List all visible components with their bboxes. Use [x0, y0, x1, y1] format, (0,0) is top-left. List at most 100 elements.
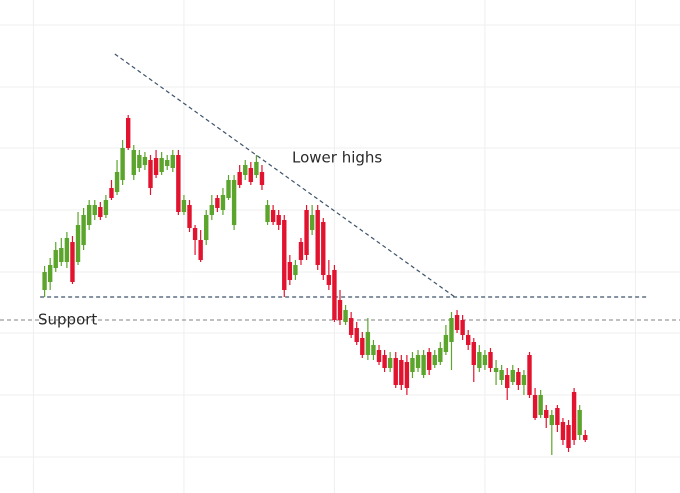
candle-body: [47, 265, 53, 282]
candle-body: [566, 425, 571, 448]
candle-body: [326, 275, 332, 285]
candle-body: [209, 205, 215, 215]
candle-body: [471, 342, 476, 365]
candle-body: [59, 248, 64, 262]
candle-body: [125, 118, 131, 148]
candle-body: [192, 228, 198, 240]
candle-body: [499, 370, 504, 380]
candle-body: [265, 205, 270, 222]
candle-body: [259, 172, 265, 185]
candle-body: [109, 188, 114, 198]
candle-body: [243, 165, 248, 175]
candle-body: [505, 375, 510, 388]
candle-body: [538, 395, 543, 415]
candle-body: [465, 335, 471, 345]
candle-body: [293, 265, 298, 275]
candle-body: [103, 200, 109, 215]
candle-body: [120, 148, 125, 180]
candle-body: [215, 198, 220, 208]
candle-body: [98, 207, 103, 217]
candle-body: [544, 410, 549, 418]
candle-body: [521, 375, 527, 385]
candle-body: [315, 210, 320, 265]
candle-body: [276, 215, 281, 225]
candle-body: [354, 328, 359, 342]
candle-body: [142, 157, 148, 165]
candle-body: [488, 352, 493, 368]
candle-body: [415, 355, 421, 368]
candle-body: [92, 205, 97, 215]
candle-body: [304, 210, 309, 255]
candle-body: [365, 332, 371, 355]
candle-body: [332, 270, 337, 320]
candle-body: [53, 250, 58, 268]
candle-body: [454, 315, 460, 330]
candle-body: [527, 355, 532, 395]
candle-body: [114, 172, 120, 192]
candle-body: [187, 205, 192, 228]
candle-body: [432, 355, 437, 365]
candle-body: [64, 238, 70, 262]
candle-body: [254, 162, 259, 175]
candle-body: [198, 240, 203, 260]
candle-body: [583, 435, 588, 440]
candle-body: [387, 358, 393, 368]
candle-body: [86, 205, 92, 225]
candle-body: [282, 220, 287, 290]
candle-body: [510, 370, 515, 382]
candle-body: [348, 318, 354, 335]
candle-body: [226, 180, 231, 198]
candle-body: [176, 155, 181, 212]
candle-body: [237, 172, 242, 185]
candle-body: [81, 215, 86, 245]
candle-body: [70, 242, 75, 282]
candle-body: [493, 368, 499, 372]
candle-body: [571, 392, 577, 440]
candle-body: [482, 355, 488, 365]
candle-body: [399, 360, 404, 385]
candle-body: [165, 160, 170, 166]
candle-body: [549, 415, 555, 425]
candle-body: [477, 352, 482, 368]
candle-body: [410, 358, 415, 372]
candle-body: [555, 408, 560, 425]
candle-body: [421, 355, 426, 375]
candle-body: [393, 358, 398, 385]
candle-body: [532, 395, 538, 418]
annotation: Support: [38, 311, 97, 329]
candle-body: [270, 210, 276, 222]
candle-body: [170, 155, 175, 168]
candle-body: [231, 180, 237, 225]
candle-body: [248, 168, 254, 182]
candle-body: [287, 262, 293, 280]
candle-body: [75, 225, 81, 262]
candle-body: [343, 310, 348, 322]
candle-body: [460, 320, 465, 335]
candle-body: [382, 355, 387, 368]
candle-body: [204, 215, 209, 240]
candle-body: [360, 338, 365, 355]
candle-body: [560, 422, 566, 440]
annotation: Lower highs: [292, 149, 382, 167]
candle-body: [159, 158, 164, 172]
candle-body: [443, 335, 449, 352]
candle-body: [449, 318, 454, 342]
candle-body: [426, 352, 432, 370]
candle-body: [376, 350, 382, 362]
candle-body: [321, 222, 326, 275]
candle-body: [298, 242, 304, 260]
candle-body: [42, 272, 47, 290]
candle-body: [577, 410, 582, 435]
candle-body: [220, 195, 226, 210]
candle-body: [131, 150, 136, 175]
candle-body: [181, 200, 187, 212]
candle-body: [516, 372, 521, 385]
candle-body: [153, 158, 159, 175]
candle-body: [438, 348, 443, 362]
candle-body: [404, 362, 410, 388]
candle-body: [148, 160, 153, 188]
candle-body: [371, 345, 376, 355]
candle-body: [137, 155, 142, 168]
candle-body: [309, 215, 315, 230]
